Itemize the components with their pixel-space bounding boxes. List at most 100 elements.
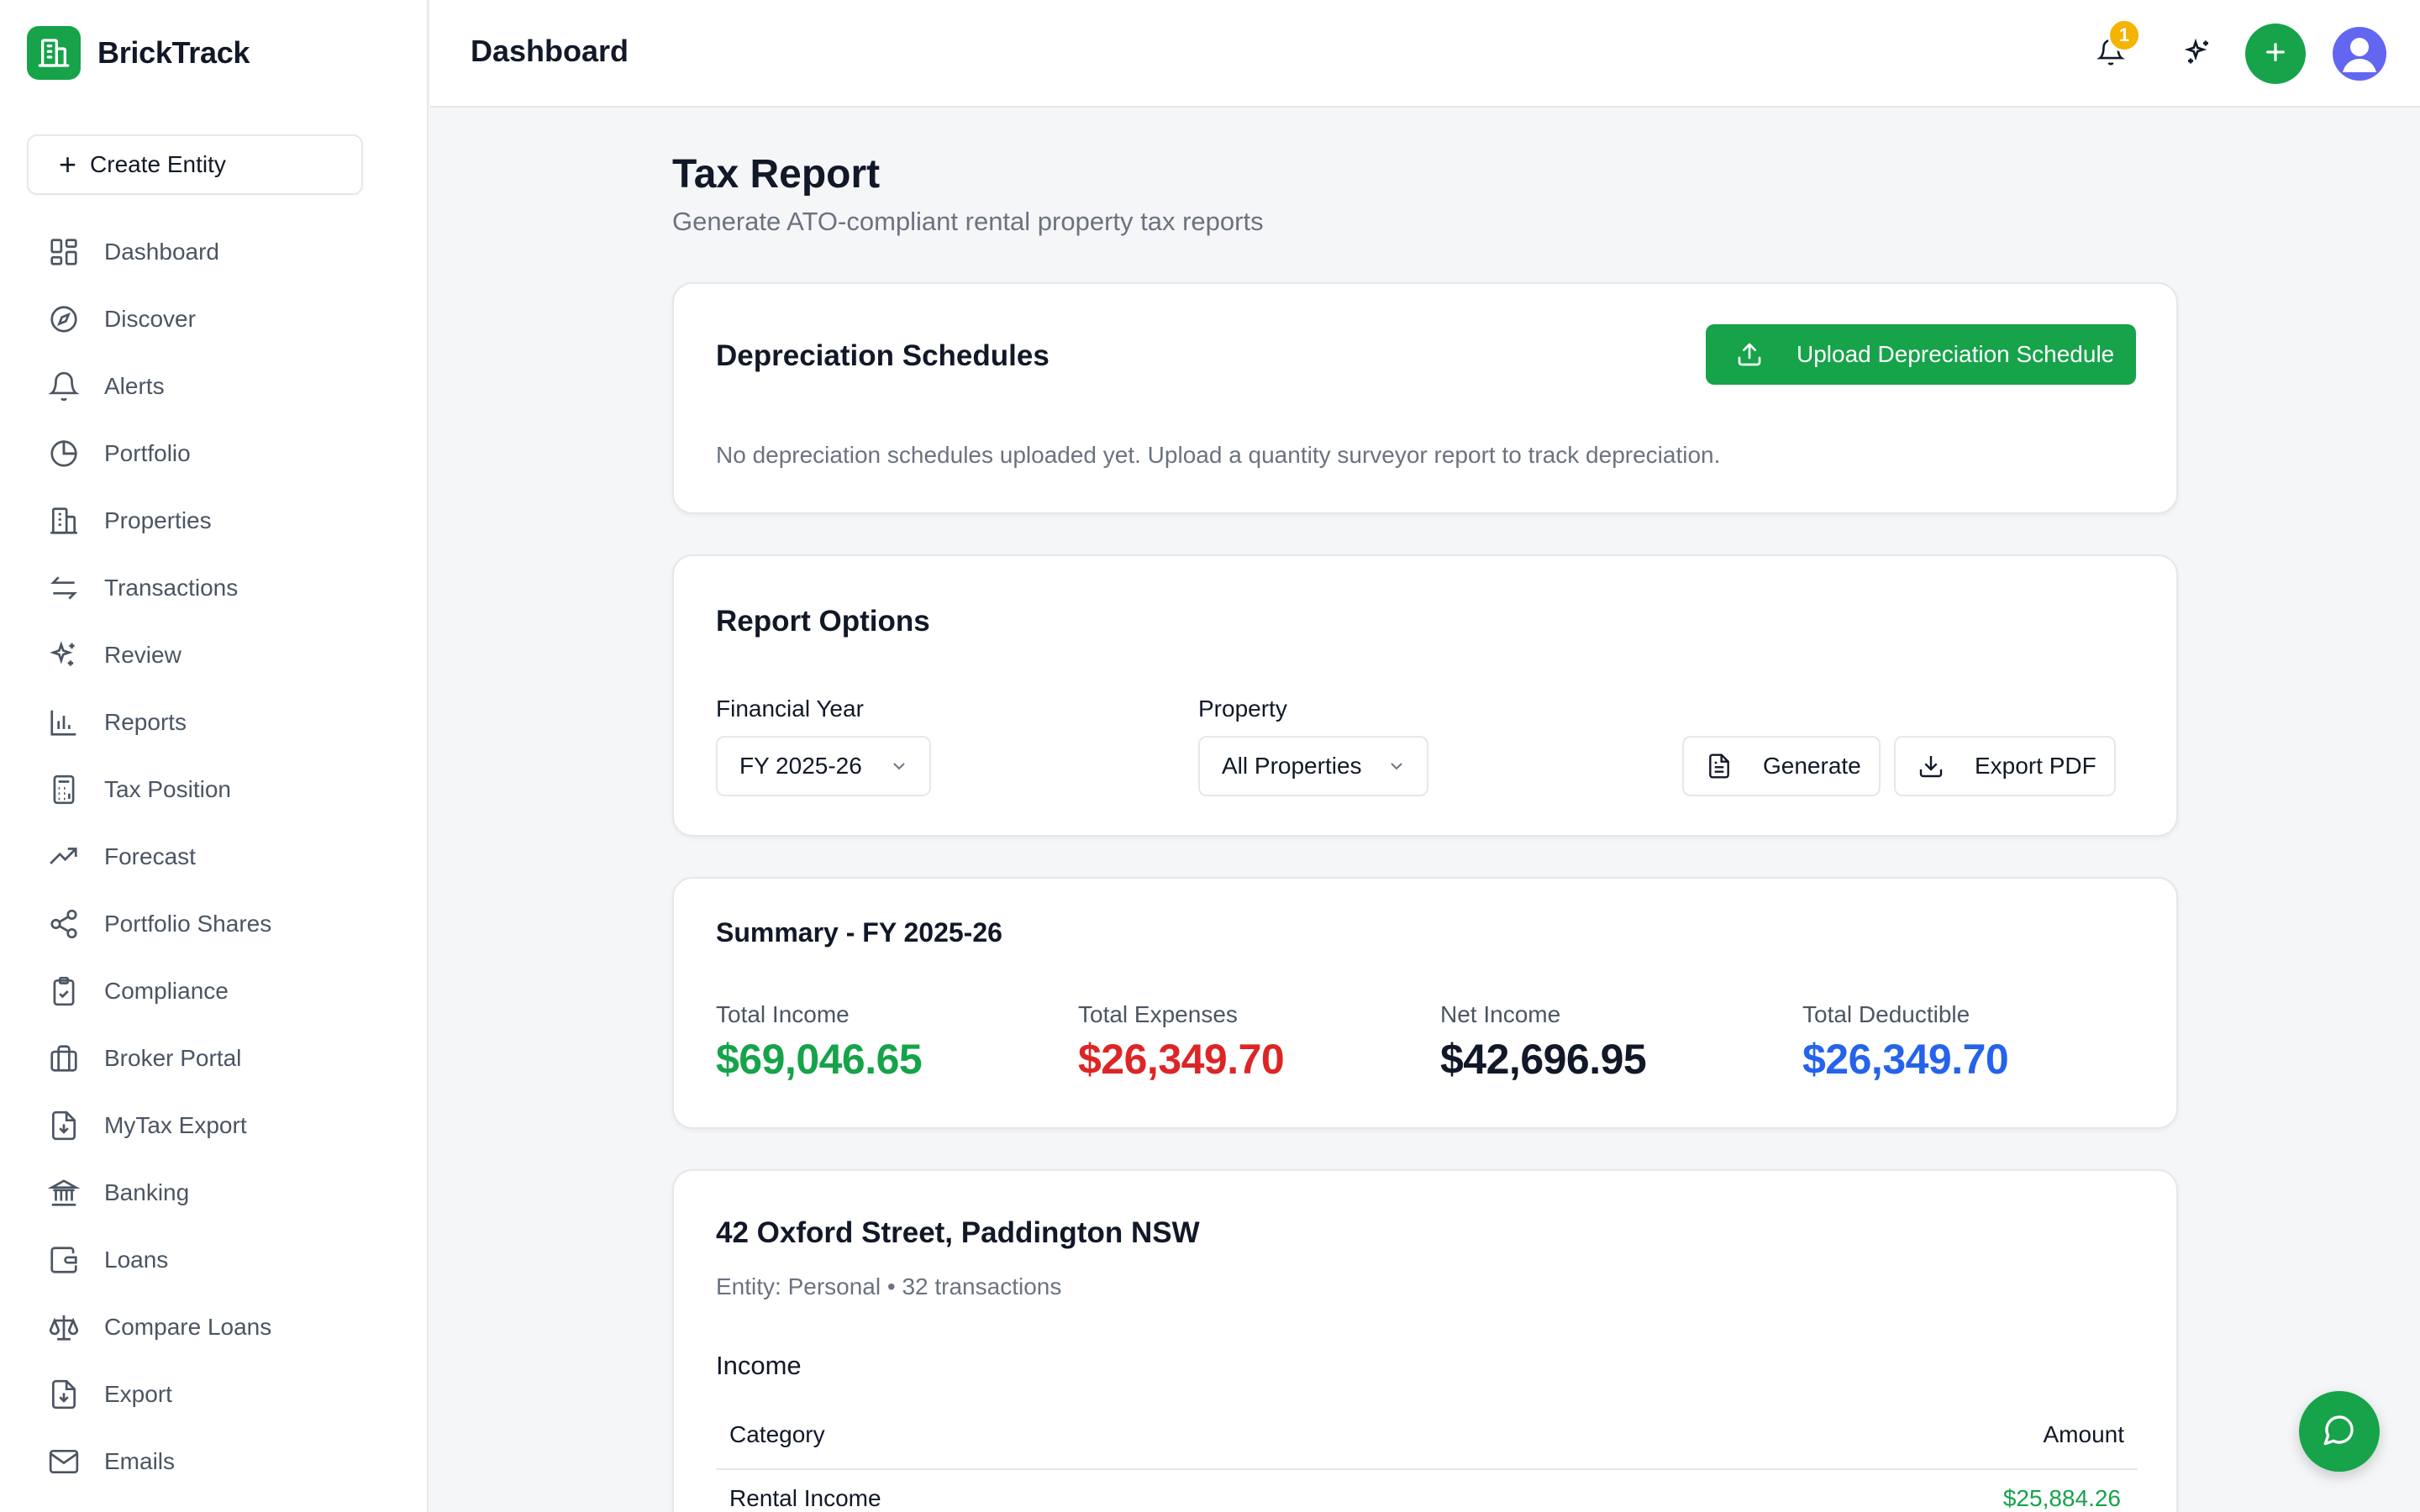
sidebar-item-label: Properties <box>104 507 212 533</box>
pie-chart-icon <box>47 437 81 470</box>
row-amount: $25,884.26 <box>2002 1485 2121 1511</box>
ai-assistant-button[interactable] <box>2171 27 2225 81</box>
sidebar-item-transactions[interactable]: Transactions <box>27 554 402 622</box>
property-value: All Properties <box>1222 753 1362 779</box>
clipboard-check-icon <box>47 974 81 1008</box>
income-table-header: Category Amount <box>716 1403 2138 1470</box>
page-subtitle: Generate ATO-compliant rental property t… <box>672 207 1264 236</box>
sidebar-item-reports[interactable]: Reports <box>27 689 402 756</box>
sidebar-nav: Dashboard Discover Alerts Portfolio Prop… <box>27 218 402 1495</box>
sidebar-item-label: Loans <box>104 1247 169 1273</box>
sidebar-item-banking[interactable]: Banking <box>27 1159 402 1226</box>
total-deductible-label: Total Deductible <box>1802 1001 1970 1027</box>
export-pdf-label: Export PDF <box>1975 753 2096 779</box>
sidebar-item-loans[interactable]: Loans <box>27 1226 402 1294</box>
sidebar-item-tax-position[interactable]: Tax Position <box>27 756 402 823</box>
property-title: 42 Oxford Street, Paddington NSW <box>716 1216 1200 1249</box>
chat-button[interactable] <box>2299 1391 2380 1472</box>
sidebar-item-label: Forecast <box>104 843 196 869</box>
sidebar-item-portfolio[interactable]: Portfolio <box>27 420 402 487</box>
sidebar-item-label: Alerts <box>104 373 165 399</box>
scale-icon <box>47 1310 81 1344</box>
sidebar-item-label: Export <box>104 1381 172 1407</box>
generate-button[interactable]: Generate <box>1682 736 1881 796</box>
row-category: Rental Income <box>729 1485 881 1511</box>
upload-depreciation-button[interactable]: Upload Depreciation Schedule <box>1706 324 2136 385</box>
quick-add-button[interactable] <box>2245 24 2306 84</box>
property-select[interactable]: All Properties <box>1198 736 1428 796</box>
financial-year-value: FY 2025-26 <box>739 753 862 779</box>
financial-year-label: Financial Year <box>716 696 864 722</box>
file-export-icon <box>47 1378 81 1411</box>
compass-icon <box>47 302 81 336</box>
total-income-label: Total Income <box>716 1001 850 1027</box>
sidebar-item-compliance[interactable]: Compliance <box>27 958 402 1025</box>
summary-title: Summary - FY 2025-26 <box>716 917 1002 948</box>
trending-up-icon <box>47 840 81 874</box>
sidebar: BrickTrack + Create Entity Dashboard Dis… <box>0 0 429 1512</box>
sidebar-item-label: Compare Loans <box>104 1314 272 1340</box>
briefcase-icon <box>47 1042 81 1075</box>
app-name: BrickTrack <box>97 35 250 70</box>
sidebar-item-label: Review <box>104 642 182 668</box>
generate-label: Generate <box>1763 753 1861 779</box>
sidebar-item-label: Dashboard <box>104 239 219 265</box>
user-avatar[interactable] <box>2333 27 2386 81</box>
sidebar-item-label: Portfolio Shares <box>104 911 272 937</box>
plus-icon <box>2262 39 2289 70</box>
sidebar-item-label: Discover <box>104 306 196 332</box>
property-meta: Entity: Personal • 32 transactions <box>716 1273 1062 1299</box>
sidebar-item-label: Broker Portal <box>104 1045 242 1071</box>
create-entity-button[interactable]: + Create Entity <box>27 134 363 195</box>
total-deductible-value: $26,349.70 <box>1802 1036 2009 1083</box>
sidebar-item-emails[interactable]: Emails <box>27 1428 402 1495</box>
arrows-swap-icon <box>47 571 81 605</box>
mail-icon <box>47 1445 81 1478</box>
building-logo-icon <box>27 26 81 80</box>
notifications-button[interactable]: 1 <box>2084 18 2141 81</box>
sidebar-item-review[interactable]: Review <box>27 622 402 689</box>
brand[interactable]: BrickTrack <box>27 26 250 80</box>
export-pdf-button[interactable]: Export PDF <box>1894 736 2116 796</box>
net-income-value: $42,696.95 <box>1440 1036 1647 1083</box>
sidebar-item-compare-loans[interactable]: Compare Loans <box>27 1294 402 1361</box>
sidebar-item-properties[interactable]: Properties <box>27 487 402 554</box>
bar-chart-icon <box>47 706 81 739</box>
page-title: Tax Report <box>672 152 881 197</box>
create-entity-label: Create Entity <box>90 151 226 177</box>
wallet-icon <box>47 1243 81 1277</box>
property-report-card: 42 Oxford Street, Paddington NSW Entity:… <box>672 1169 2178 1512</box>
net-income-label: Net Income <box>1440 1001 1561 1027</box>
chevron-down-icon <box>1391 763 1402 770</box>
document-icon <box>1709 753 1729 779</box>
sidebar-item-discover[interactable]: Discover <box>27 286 402 353</box>
chevron-down-icon <box>893 763 905 770</box>
category-column-header: Category <box>729 1421 825 1447</box>
sidebar-item-alerts[interactable]: Alerts <box>27 353 402 420</box>
sidebar-item-portfolio-shares[interactable]: Portfolio Shares <box>27 890 402 958</box>
sidebar-item-label: Tax Position <box>104 776 231 802</box>
amount-column-header: Amount <box>2043 1421 2125 1447</box>
sidebar-item-dashboard[interactable]: Dashboard <box>27 218 402 286</box>
bell-icon <box>47 370 81 403</box>
report-options-title: Report Options <box>716 605 930 638</box>
financial-year-select[interactable]: FY 2025-26 <box>716 736 931 796</box>
sidebar-item-label: Banking <box>104 1179 190 1205</box>
share-icon <box>47 907 81 941</box>
sidebar-item-label: Emails <box>104 1448 176 1474</box>
sidebar-item-forecast[interactable]: Forecast <box>27 823 402 890</box>
plus-icon: + <box>59 147 77 181</box>
depreciation-empty-text: No depreciation schedules uploaded yet. … <box>716 442 1721 468</box>
income-heading: Income <box>716 1351 802 1380</box>
upload-label: Upload Depreciation Schedule <box>1797 341 2115 367</box>
depreciation-title: Depreciation Schedules <box>716 339 1050 372</box>
depreciation-card: Depreciation Schedules Upload Depreciati… <box>672 282 2178 514</box>
summary-card: Summary - FY 2025-26 Total Income $69,04… <box>672 877 2178 1129</box>
user-icon <box>2333 27 2386 81</box>
header-title: Dashboard <box>471 34 629 68</box>
sidebar-item-broker-portal[interactable]: Broker Portal <box>27 1025 402 1092</box>
sidebar-item-export[interactable]: Export <box>27 1361 402 1428</box>
sidebar-item-label: MyTax Export <box>104 1112 247 1138</box>
notification-badge: 1 <box>2107 18 2141 52</box>
sidebar-item-mytax-export[interactable]: MyTax Export <box>27 1092 402 1159</box>
